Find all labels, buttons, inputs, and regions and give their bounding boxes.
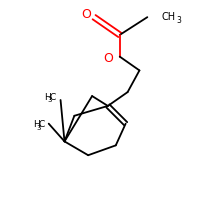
Text: 3: 3: [37, 125, 41, 131]
Text: O: O: [81, 8, 91, 21]
Text: H: H: [33, 120, 40, 129]
Text: C: C: [39, 120, 45, 129]
Text: 3: 3: [176, 16, 181, 25]
Text: CH: CH: [161, 12, 175, 22]
Text: C: C: [49, 93, 56, 102]
Text: O: O: [103, 52, 113, 65]
Text: H: H: [44, 93, 51, 102]
Text: 3: 3: [47, 97, 52, 103]
